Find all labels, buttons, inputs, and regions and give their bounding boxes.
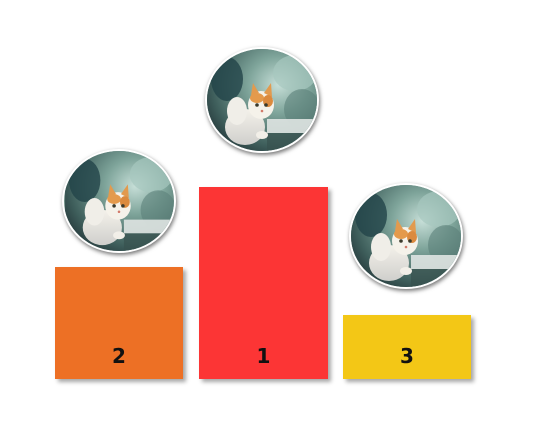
first-place-label: 1 [256,344,271,368]
cat-photo-icon [351,185,461,287]
third-place-podium: 3 [343,315,471,379]
second-place-podium: 2 [55,267,183,379]
third-place-label: 3 [400,344,414,368]
cat-photo-icon [65,151,174,251]
cat-photo-icon [207,49,317,151]
second-place-label: 2 [112,344,126,368]
second-place-avatar [62,149,176,253]
first-place-podium: 1 [199,187,328,379]
third-place-avatar [349,183,463,289]
first-place-avatar [205,47,319,153]
